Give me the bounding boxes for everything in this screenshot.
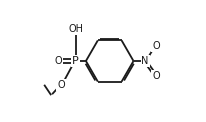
Text: O: O	[152, 71, 160, 81]
Text: P: P	[72, 56, 79, 66]
Text: O: O	[57, 80, 65, 90]
Text: O: O	[55, 56, 62, 66]
Text: OH: OH	[68, 24, 83, 34]
Text: N: N	[141, 56, 149, 66]
Text: O: O	[152, 41, 160, 51]
